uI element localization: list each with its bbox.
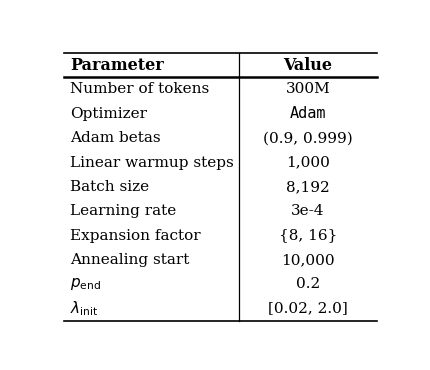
Text: Linear warmup steps: Linear warmup steps <box>71 155 234 169</box>
Text: $\lambda_{\mathrm{init}}$: $\lambda_{\mathrm{init}}$ <box>71 299 99 318</box>
Text: Number of tokens: Number of tokens <box>71 83 210 97</box>
Text: (0.9, 0.999): (0.9, 0.999) <box>263 131 353 145</box>
Text: Adam betas: Adam betas <box>71 131 161 145</box>
Text: $p_{\mathrm{end}}$: $p_{\mathrm{end}}$ <box>71 276 101 292</box>
Text: 1,000: 1,000 <box>286 155 330 169</box>
Text: Parameter: Parameter <box>71 57 164 74</box>
Text: 300M: 300M <box>286 83 330 97</box>
Text: Optimizer: Optimizer <box>71 107 147 121</box>
Text: 10,000: 10,000 <box>281 253 335 267</box>
Text: Annealing start: Annealing start <box>71 253 190 267</box>
Text: Learning rate: Learning rate <box>71 204 177 218</box>
Text: Batch size: Batch size <box>71 180 150 194</box>
Text: 3e-4: 3e-4 <box>291 204 325 218</box>
Text: {8, 16}: {8, 16} <box>279 229 337 243</box>
Text: 0.2: 0.2 <box>296 277 320 291</box>
Text: Value: Value <box>283 57 332 74</box>
Text: Adam: Adam <box>289 106 326 121</box>
Text: 8,192: 8,192 <box>286 180 330 194</box>
Text: Expansion factor: Expansion factor <box>71 229 201 243</box>
Text: [0.02, 2.0]: [0.02, 2.0] <box>268 302 348 316</box>
